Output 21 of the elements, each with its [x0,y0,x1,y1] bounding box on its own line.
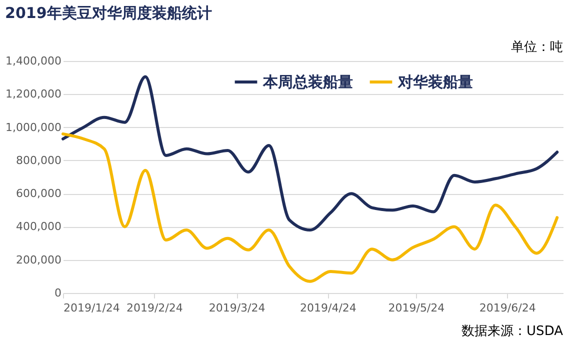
y-tick-label: 1,400,000 [6,54,62,68]
chart-title: 2019年美豆对华周度装船统计 [5,4,212,22]
y-tick-label: 0 [54,286,62,300]
source-note: 数据来源：USDA [462,324,564,339]
x-tick-label: 2019/3/24 [208,302,266,314]
line-series [62,75,559,232]
x-tick-label: 2019/6/24 [479,302,536,314]
line-series [62,132,559,283]
x-tick-label: 2019/2/24 [126,302,183,314]
legend-label: 本周总装船量 [262,73,353,91]
x-tick-label: 2019/1/24 [64,302,120,314]
x-tick-label: 2019/4/24 [300,302,356,314]
y-tick-label: 1,200,000 [6,88,62,101]
y-tick-label: 200,000 [16,253,62,266]
y-tick-label: 600,000 [16,187,62,200]
legend-label: 对华装船量 [397,73,473,91]
y-tick-label: 800,000 [16,154,62,167]
y-tick-label: 1,000,000 [6,120,62,134]
text: 单位：吨 [511,40,563,55]
y-tick-label: 400,000 [16,220,62,234]
x-tick-label: 2019/5/24 [388,302,445,314]
